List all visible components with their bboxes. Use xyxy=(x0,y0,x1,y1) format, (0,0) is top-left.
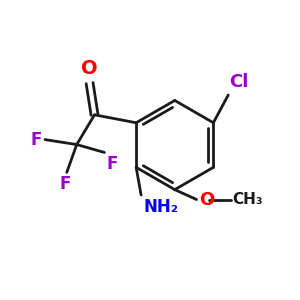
Text: F: F xyxy=(31,130,42,148)
Text: NH₂: NH₂ xyxy=(143,198,178,216)
Text: Cl: Cl xyxy=(229,73,249,91)
Text: F: F xyxy=(106,155,118,173)
Text: O: O xyxy=(200,190,215,208)
Text: O: O xyxy=(81,59,98,78)
Text: F: F xyxy=(59,175,70,193)
Text: CH₃: CH₃ xyxy=(232,192,263,207)
